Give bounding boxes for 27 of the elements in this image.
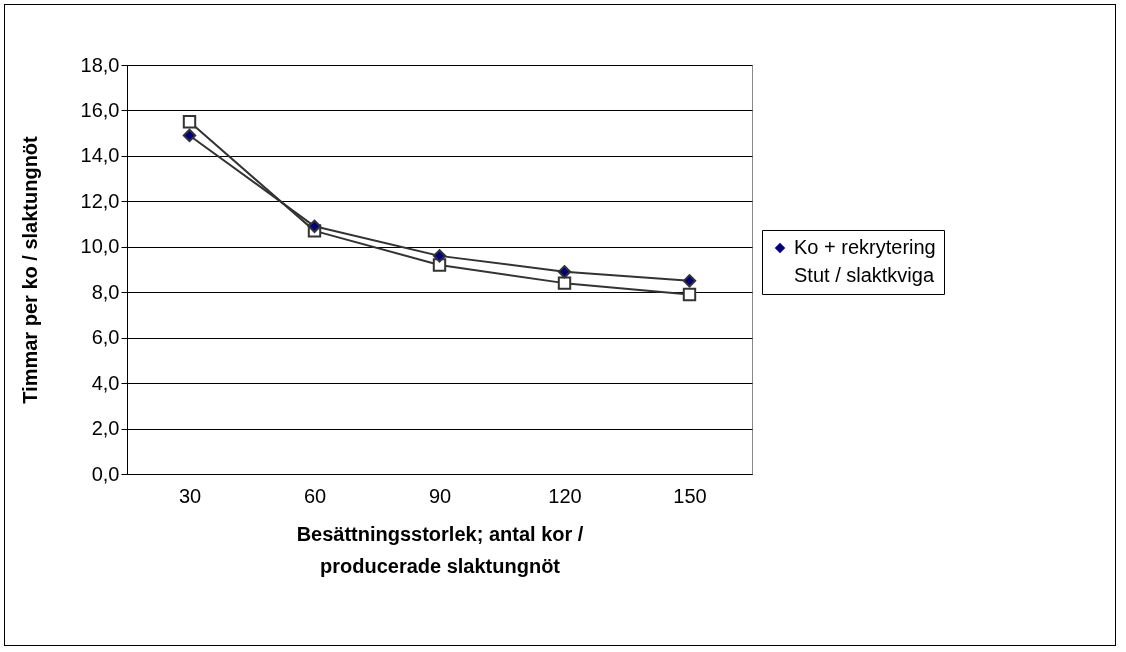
point bbox=[307, 219, 322, 234]
y-axis-title: Timmar per ko / slaktungnöt bbox=[18, 135, 41, 404]
x-tick-label: 60 bbox=[303, 484, 327, 507]
y-tick-label: 6,0 bbox=[91, 326, 120, 349]
y-tick-label: 0,0 bbox=[91, 462, 120, 485]
y-tick-label: 2,0 bbox=[91, 417, 120, 440]
x-tick-label: 150 bbox=[673, 484, 707, 507]
y-tick-label: 4,0 bbox=[91, 371, 120, 394]
x-tick-label: 90 bbox=[428, 484, 452, 507]
x-tick-label: 30 bbox=[178, 484, 202, 507]
point bbox=[432, 249, 447, 263]
text: Stut / slaktkviga bbox=[794, 264, 935, 286]
y-tick-label: 18,0 bbox=[80, 53, 120, 76]
y-tick-label: 14,0 bbox=[80, 144, 120, 167]
y-tick-label: 8,0 bbox=[91, 280, 120, 303]
point bbox=[682, 274, 697, 288]
point bbox=[557, 265, 572, 279]
x-tick-label: 120 bbox=[548, 484, 582, 507]
y-tick-label: 12,0 bbox=[80, 189, 120, 212]
point bbox=[682, 287, 697, 302]
point bbox=[557, 276, 572, 290]
point bbox=[182, 128, 197, 143]
point bbox=[182, 115, 197, 129]
legend-label: Ko + rekrytering bbox=[794, 236, 936, 258]
y-tick-label: 16,0 bbox=[80, 98, 120, 121]
x-axis-title: Besättningsstorlek; antal kor / producerade slaktungnöt bbox=[296, 522, 584, 577]
y-tick-label: 10,0 bbox=[80, 235, 120, 258]
